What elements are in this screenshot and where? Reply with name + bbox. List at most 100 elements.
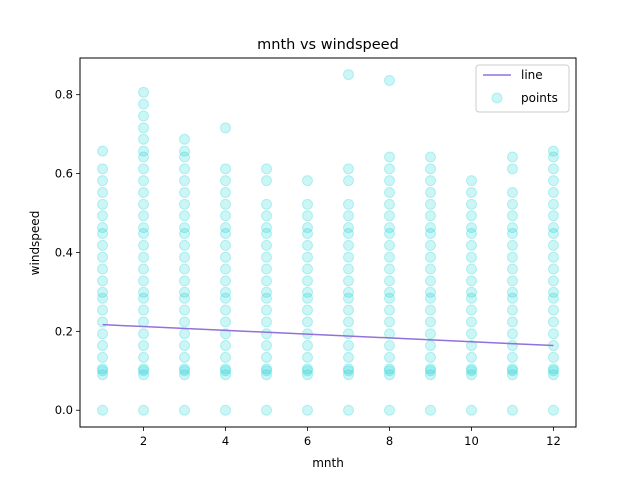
- data-point: [97, 210, 109, 222]
- data-point: [343, 263, 354, 275]
- y-tick-label: 0.2: [55, 324, 73, 338]
- data-point: [506, 228, 518, 240]
- data-point: [424, 351, 436, 363]
- legend-label-line: line: [521, 68, 543, 82]
- data-point: [547, 328, 559, 340]
- data-point: [220, 351, 232, 363]
- data-point: [179, 210, 191, 222]
- data-point: [465, 175, 477, 187]
- data-point: [465, 365, 477, 377]
- x-tick-label: 2: [140, 434, 147, 448]
- data-point: [261, 351, 273, 363]
- data-point: [220, 163, 232, 175]
- x-tick-label: 8: [386, 434, 393, 448]
- data-point: [179, 163, 191, 175]
- data-point: [465, 369, 477, 381]
- data-point: [506, 340, 518, 352]
- data-point: [547, 222, 559, 234]
- data-point: [302, 369, 313, 381]
- data-point: [179, 351, 191, 363]
- data-point: [220, 275, 232, 287]
- data-point: [138, 328, 150, 340]
- data-point: [220, 369, 232, 381]
- data-point: [465, 304, 477, 316]
- data-point: [506, 187, 518, 198]
- data-point: [465, 263, 477, 275]
- data-point: [138, 198, 150, 210]
- data-point: [138, 316, 150, 328]
- data-point: [343, 222, 354, 234]
- data-point: [506, 292, 518, 304]
- data-point: [220, 304, 232, 316]
- data-point: [343, 304, 354, 316]
- data-point: [138, 151, 150, 163]
- data-point: [383, 251, 395, 263]
- data-point: [465, 239, 477, 251]
- data-point: [179, 198, 191, 210]
- data-point: [424, 316, 436, 328]
- data-point: [302, 222, 313, 234]
- data-point: [547, 151, 559, 163]
- data-point: [343, 69, 354, 81]
- data-point: [261, 286, 273, 298]
- plot-frame: [79, 57, 577, 428]
- data-point: [138, 122, 150, 134]
- data-point: [261, 263, 273, 275]
- data-point: [343, 351, 354, 363]
- data-point: [465, 363, 477, 375]
- data-point: [424, 198, 436, 210]
- x-axis-ticks: 2 4 6 8 10 12: [140, 427, 561, 448]
- data-point: [261, 316, 273, 328]
- data-point: [138, 275, 150, 287]
- data-point: [97, 145, 109, 157]
- data-point: [261, 239, 273, 251]
- data-point: [343, 286, 354, 298]
- data-point: [97, 163, 109, 175]
- data-point: [220, 292, 232, 304]
- data-point: [138, 145, 150, 157]
- x-tick-label: 12: [546, 434, 561, 448]
- data-point: [302, 316, 313, 328]
- data-point: [138, 404, 150, 416]
- y-axis-label: windspeed: [28, 211, 42, 276]
- data-point: [138, 187, 150, 198]
- data-point: [465, 328, 477, 340]
- y-tick-label: 0.0: [55, 403, 73, 417]
- data-point: [220, 228, 232, 240]
- data-point: [424, 404, 436, 416]
- data-point: [179, 145, 191, 157]
- data-point: [261, 365, 273, 377]
- data-point: [547, 198, 559, 210]
- data-point: [383, 198, 395, 210]
- data-point: [424, 292, 436, 304]
- data-point: [383, 239, 395, 251]
- data-point: [506, 328, 518, 340]
- data-point: [547, 251, 559, 263]
- data-point: [220, 251, 232, 263]
- data-point: [383, 228, 395, 240]
- data-point: [424, 304, 436, 316]
- y-tick-label: 0.4: [55, 245, 73, 259]
- data-point: [97, 286, 109, 298]
- legend-label-points: points: [521, 91, 558, 105]
- data-point: [220, 328, 232, 340]
- data-point: [383, 369, 395, 381]
- data-point: [220, 210, 232, 222]
- x-axis-label: mnth: [312, 456, 344, 470]
- data-point: [424, 222, 436, 234]
- data-point: [424, 286, 436, 298]
- data-point: [138, 304, 150, 316]
- data-point: [97, 175, 109, 187]
- data-point: [343, 239, 354, 251]
- data-point: [547, 286, 559, 298]
- data-point: [343, 316, 354, 328]
- data-point: [424, 228, 436, 240]
- data-point: [506, 404, 518, 416]
- data-point: [547, 316, 559, 328]
- data-point: [138, 239, 150, 251]
- data-point: [138, 228, 150, 240]
- data-point: [302, 175, 313, 187]
- data-point: [343, 369, 354, 381]
- data-point: [506, 363, 518, 375]
- data-point: [383, 292, 395, 304]
